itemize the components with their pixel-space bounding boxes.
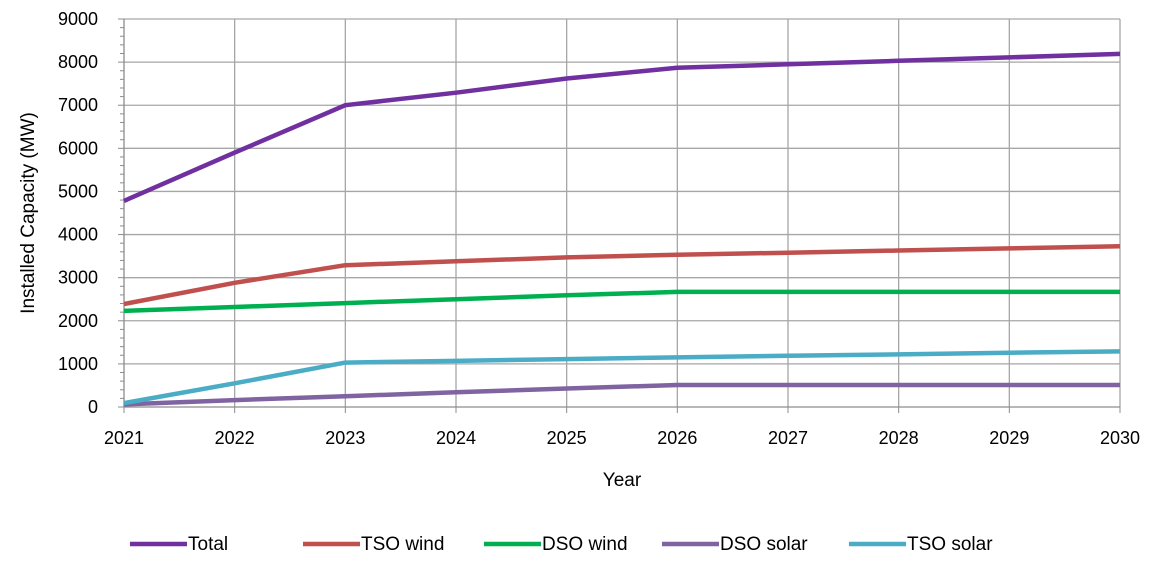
x-tick-label: 2030 [1100,428,1140,448]
series-line-tso-wind [123,243,1121,307]
legend-item-tso-wind: TSO wind [303,534,444,555]
legend-item-tso-solar: TSO solar [849,534,993,555]
x-tick-label: 2022 [215,428,255,448]
legend-item-total: Total [130,534,228,555]
axes [118,18,1121,413]
y-tick-label: 3000 [58,268,98,288]
x-tick-label: 2026 [657,428,697,448]
x-axis-title: Year [603,470,642,491]
legend-item-dso-wind: DSO wind [484,534,628,555]
series-line-dso-wind [123,289,1120,314]
series-line-tso-solar [123,349,1121,406]
x-tick-label: 2027 [768,428,808,448]
series-line-dso-solar [123,382,1120,407]
legend-label: DSO solar [720,534,808,555]
x-tick-label: 2025 [547,428,587,448]
series-line-total [123,51,1121,203]
y-tick-label: 9000 [58,9,98,29]
gridlines [124,18,1121,407]
legend-label: Total [188,534,228,555]
x-axis-ticks: 2021 2022 2023 2024 2025 2026 2027 2028 2029 2030 [104,428,1140,448]
y-tick-label: 8000 [58,52,98,72]
legend-label: TSO wind [361,534,444,555]
y-tick-label: 6000 [58,138,98,158]
y-tick-label: 5000 [58,181,98,201]
y-tick-label: 1000 [58,354,98,374]
x-tick-label: 2029 [989,428,1029,448]
legend: Total TSO wind DSO wind DSO solar TSO solar [130,534,993,555]
x-tick-label: 2021 [104,428,144,448]
legend-label: TSO solar [907,534,993,555]
y-tick-label: 7000 [58,95,98,115]
y-axis-title: Installed Capacity (MW) [18,112,39,314]
y-tick-label: 0 [88,397,98,417]
legend-item-dso-solar: DSO solar [662,534,808,555]
y-tick-label: 2000 [58,311,98,331]
x-tick-label: 2024 [436,428,476,448]
x-tick-label: 2028 [879,428,919,448]
y-tick-label: 4000 [58,225,98,245]
series-lines [123,51,1121,407]
x-tick-label: 2023 [325,428,365,448]
y-axis-ticks: 0 1000 2000 3000 4000 5000 6000 7000 8000 9000 [58,9,98,417]
legend-label: DSO wind [542,534,628,555]
